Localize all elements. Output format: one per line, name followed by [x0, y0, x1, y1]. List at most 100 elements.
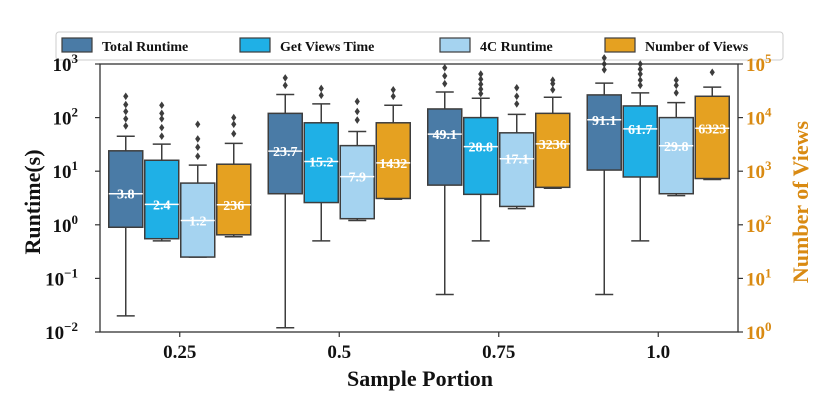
outlier-point [478, 75, 484, 84]
plot-frame [99, 63, 739, 333]
outlier-point [123, 92, 129, 101]
y-right-tick-label: 103 [746, 158, 772, 183]
outlier-point [601, 54, 607, 62]
outlier-point [231, 120, 237, 129]
box [108, 150, 144, 229]
chart-marks: 3.8 23.7 49.1 91.1 2.4 15.2 28.8 61.7 1.2 7.9 17.1… [108, 54, 730, 329]
outlier-point [550, 76, 556, 84]
outlier-point [637, 65, 643, 73]
median-label: 28.8 [469, 141, 494, 156]
legend-label: 4C Runtime [480, 40, 553, 55]
outlier-point [514, 100, 520, 108]
outlier-point [442, 63, 448, 72]
y-left-tick-label: 10−2 [45, 319, 78, 344]
outlier-point [478, 80, 484, 88]
box-group: 2.4 [144, 101, 180, 242]
legend: Total Runtime Get Views Time 4C Runtime Num… [55, 31, 784, 61]
median-label: 23.7 [273, 145, 298, 160]
x-axis-title: Sample Portion [347, 366, 493, 391]
box [303, 122, 339, 204]
box-group: 23.7 [267, 74, 303, 329]
box-group: 61.7 [622, 60, 658, 242]
series-total-runtime: 3.8 23.7 49.1 91.1 [108, 54, 622, 329]
outlier-point [478, 85, 484, 93]
outlier-point [478, 89, 484, 98]
outlier-point [637, 76, 643, 84]
box-group: 28.8 [463, 70, 499, 242]
box-group: 6323 [694, 68, 730, 181]
y-right-tick-label: 104 [746, 105, 772, 130]
outlier-point [123, 100, 129, 109]
box [144, 159, 180, 240]
box [267, 112, 303, 195]
y-right-tick-label: 101 [746, 265, 772, 290]
outlier-point [478, 70, 484, 78]
box [622, 105, 658, 178]
outlier-point [123, 122, 129, 130]
outlier-point [637, 81, 643, 90]
box-group: 17.1 [499, 83, 535, 210]
median-label: 1432 [379, 157, 407, 172]
median-label: 1.2 [189, 215, 207, 230]
legend-swatch [61, 37, 93, 53]
y-axis-left-title: Runtime(s) [20, 149, 45, 254]
box [375, 122, 411, 200]
outlier-point [318, 91, 324, 100]
box-group: 91.1 [586, 54, 622, 296]
y-left-tick-label: 103 [53, 51, 79, 76]
outlier-point [442, 79, 448, 88]
median-label: 2.4 [153, 198, 171, 213]
outlier-point [195, 135, 201, 143]
box-group: 3.8 [108, 92, 144, 317]
legend-swatch [604, 37, 636, 53]
median-label: 49.1 [433, 128, 458, 143]
y-right-tick-label: 102 [746, 212, 772, 237]
outlier-point [673, 81, 679, 90]
outlier-point [637, 70, 643, 78]
outlier-point [282, 74, 288, 82]
box [499, 132, 535, 208]
series-get-views-time: 2.4 15.2 28.8 61.7 [144, 60, 658, 242]
x-tick-label: 0.5 [327, 342, 351, 363]
outlier-point [709, 68, 715, 77]
outlier-point [390, 92, 396, 101]
outlier-point [318, 84, 324, 93]
median-label: 61.7 [628, 123, 653, 138]
median-label: 3236 [539, 138, 567, 153]
median-label: 3.8 [117, 188, 135, 203]
median-label: 7.9 [349, 171, 367, 186]
x-tick-label: 0.75 [482, 342, 515, 363]
box [427, 108, 463, 186]
median-label: 91.1 [592, 114, 617, 129]
median-label: 236 [223, 199, 244, 214]
outlier-point [514, 83, 520, 92]
box-group: 49.1 [427, 63, 463, 296]
box [535, 112, 571, 189]
median-label: 15.2 [309, 155, 334, 170]
box [586, 94, 622, 171]
outlier-point [123, 107, 129, 116]
y-left-tick-label: 10−1 [45, 265, 78, 290]
x-tick-label: 1.0 [646, 342, 670, 363]
legend-swatch [439, 37, 471, 53]
median-label: 17.1 [505, 153, 530, 168]
box-group: 29.8 [658, 76, 694, 197]
outlier-point [673, 89, 679, 97]
legend-label: Total Runtime [102, 40, 188, 55]
outlier-point [159, 123, 165, 132]
median-label: 6323 [698, 122, 726, 137]
y-left-tick-label: 100 [53, 212, 79, 237]
outlier-point [601, 65, 607, 74]
outlier-point [231, 129, 237, 138]
outlier-point [673, 76, 679, 84]
x-tick-label: 0.25 [163, 342, 196, 363]
legend-swatch [239, 37, 271, 53]
outlier-point [231, 113, 237, 122]
outlier-point [550, 86, 556, 94]
box-group: 236 [216, 113, 252, 238]
box [658, 116, 694, 195]
box-group: 1432 [375, 86, 411, 200]
outlier-point [159, 114, 165, 123]
y-left-tick-label: 101 [53, 158, 79, 183]
